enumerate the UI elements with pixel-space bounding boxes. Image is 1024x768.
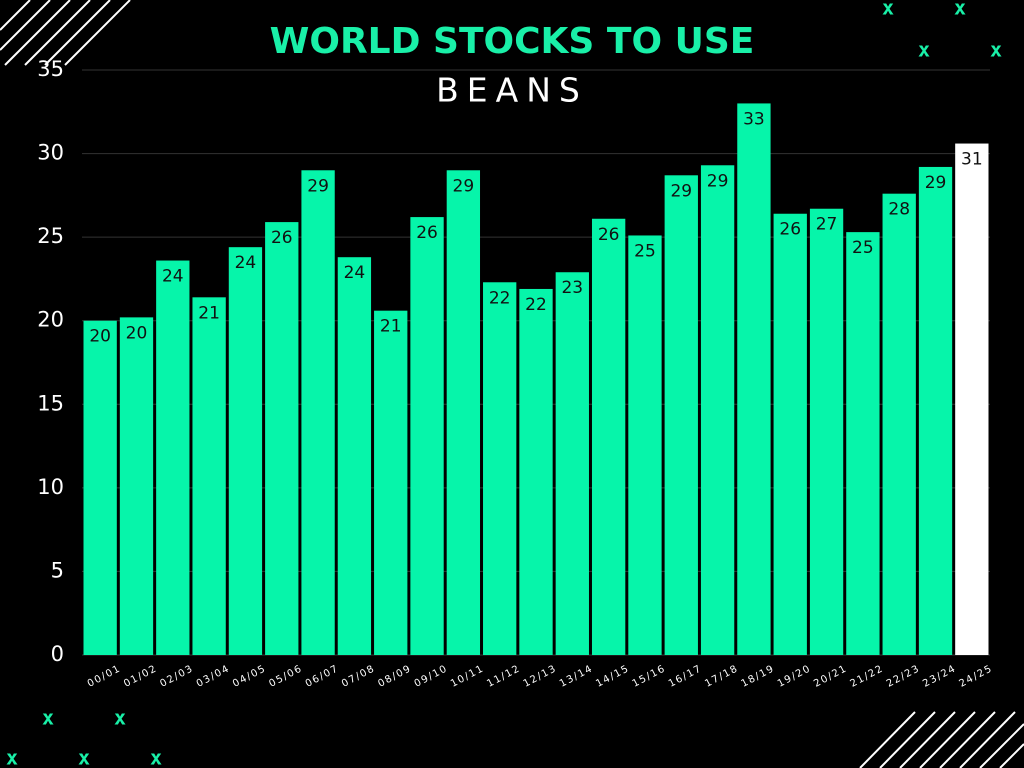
bar xyxy=(156,260,190,655)
value-label: 26 xyxy=(271,228,293,248)
value-label: 21 xyxy=(380,317,402,337)
bar xyxy=(918,166,953,655)
bar xyxy=(555,272,589,655)
bar xyxy=(83,320,117,655)
value-label: 24 xyxy=(344,263,366,283)
value-label: 27 xyxy=(816,215,838,235)
value-label: 22 xyxy=(525,295,547,315)
bar xyxy=(809,208,844,655)
value-label: 33 xyxy=(743,109,765,129)
y-tick-label: 0 xyxy=(51,642,64,666)
decoration-marks: x x x x x x x x x xyxy=(6,0,1002,768)
bar xyxy=(119,317,154,655)
y-tick-label: 30 xyxy=(37,141,64,165)
bar xyxy=(228,247,263,655)
value-label: 26 xyxy=(598,225,620,245)
value-label: 26 xyxy=(779,220,801,240)
bar xyxy=(955,143,989,656)
y-tick-label: 15 xyxy=(37,391,64,415)
value-label: 29 xyxy=(453,176,475,196)
bar xyxy=(192,297,226,655)
value-label: 22 xyxy=(489,288,511,308)
value-label: 20 xyxy=(126,323,148,343)
value-label: 29 xyxy=(307,176,329,196)
value-label: 25 xyxy=(852,238,874,258)
bar xyxy=(628,235,662,655)
svg-text:x: x xyxy=(6,746,18,768)
bar xyxy=(301,170,335,656)
value-label: 21 xyxy=(198,303,220,323)
svg-text:x: x xyxy=(42,706,54,730)
value-label: 29 xyxy=(670,181,692,201)
bar xyxy=(591,218,626,655)
bar xyxy=(846,232,880,655)
value-label: 25 xyxy=(634,241,656,261)
svg-text:x: x xyxy=(954,0,966,20)
bar xyxy=(446,170,481,656)
bar xyxy=(773,213,807,655)
y-tick-label: 20 xyxy=(37,308,64,332)
value-label: 26 xyxy=(416,223,438,243)
bar xyxy=(519,288,553,655)
bar xyxy=(483,282,517,655)
y-tick-label: 5 xyxy=(51,558,64,582)
svg-text:x: x xyxy=(114,706,126,730)
bar xyxy=(374,310,408,655)
bar xyxy=(337,257,372,655)
chart-title: WORLD STOCKS TO USE xyxy=(270,21,755,62)
bar xyxy=(882,193,916,655)
svg-text:x: x xyxy=(78,746,90,768)
value-label: 29 xyxy=(707,171,729,191)
value-label: 24 xyxy=(235,253,257,273)
value-label: 23 xyxy=(561,278,583,298)
bar xyxy=(737,103,771,655)
svg-text:x: x xyxy=(990,38,1002,62)
y-tick-label: 25 xyxy=(37,224,64,248)
bar xyxy=(265,222,299,655)
value-label: 24 xyxy=(162,267,184,287)
y-tick-label: 10 xyxy=(37,475,64,499)
value-label: 31 xyxy=(961,150,983,170)
svg-text:x: x xyxy=(918,38,930,62)
bar xyxy=(700,165,735,655)
chart-subtitle: BEANS xyxy=(436,71,588,110)
bar xyxy=(410,217,444,656)
value-label: 28 xyxy=(888,200,910,220)
y-tick-label: 35 xyxy=(37,57,64,81)
svg-text:x: x xyxy=(882,0,894,20)
value-label: 20 xyxy=(89,327,111,347)
svg-text:x: x xyxy=(150,746,162,768)
value-label: 29 xyxy=(925,173,947,193)
bar xyxy=(664,175,698,656)
